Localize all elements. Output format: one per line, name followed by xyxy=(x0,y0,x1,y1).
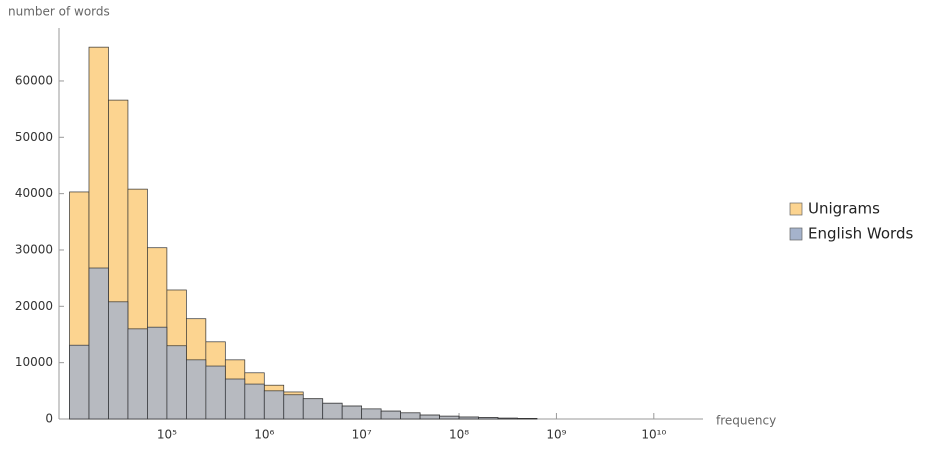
y-tick-label: 20000 xyxy=(15,299,53,313)
bar xyxy=(166,345,187,420)
bar xyxy=(69,344,90,420)
bar xyxy=(322,402,343,420)
bar xyxy=(341,405,363,420)
bar xyxy=(205,365,226,420)
y-tick-label: 10000 xyxy=(15,355,53,369)
bar xyxy=(400,412,421,420)
bar xyxy=(88,267,109,420)
x-tick-label: 10⁷ xyxy=(352,428,372,442)
bar xyxy=(244,383,265,420)
bar xyxy=(458,416,479,420)
y-tick-label: 0 xyxy=(45,412,53,426)
bar xyxy=(224,378,246,420)
bar xyxy=(478,417,499,420)
x-tick-label: 10¹⁰ xyxy=(641,428,666,442)
bar xyxy=(127,328,148,420)
bar xyxy=(497,417,518,420)
y-tick-label: 50000 xyxy=(15,130,53,144)
legend-swatch xyxy=(789,227,803,241)
bar xyxy=(108,301,129,420)
y-axis-label: number of words xyxy=(8,5,110,19)
bar xyxy=(439,415,460,420)
x-tick-label: 10⁵ xyxy=(157,428,177,442)
x-tick-label: 10⁶ xyxy=(254,428,274,442)
legend-swatch xyxy=(789,202,803,216)
x-axis-label: frequency xyxy=(716,414,776,428)
bar xyxy=(263,390,285,420)
y-tick-label: 30000 xyxy=(15,242,53,256)
bar xyxy=(147,326,168,420)
bar xyxy=(517,418,538,420)
y-tick-label: 60000 xyxy=(15,73,53,87)
bar xyxy=(283,394,304,420)
legend-label: English Words xyxy=(808,225,913,243)
bar xyxy=(302,398,324,420)
x-tick-label: 10⁹ xyxy=(546,428,566,442)
bar xyxy=(361,408,382,420)
bar xyxy=(380,410,401,420)
x-tick-label: 10⁸ xyxy=(449,428,469,442)
bar xyxy=(419,414,440,420)
y-tick-label: 40000 xyxy=(15,186,53,200)
legend-label: Unigrams xyxy=(808,200,880,218)
bar xyxy=(186,359,207,420)
